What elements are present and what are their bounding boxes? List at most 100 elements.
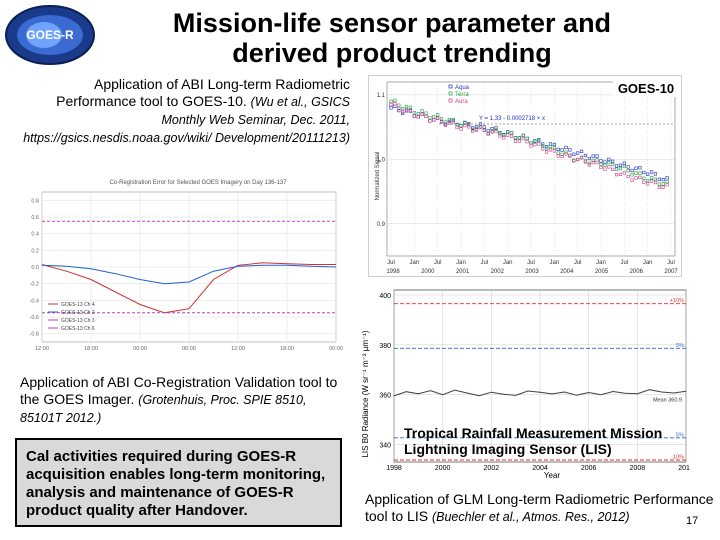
- goes10-legend-label: Aura: [455, 99, 468, 105]
- goes10-point: [576, 151, 580, 155]
- goes10-point: [459, 124, 463, 128]
- goes10-point: [634, 166, 638, 170]
- goes10-point: [595, 160, 599, 165]
- goes10-point: [634, 171, 638, 175]
- goes10-point: [455, 125, 459, 130]
- goes10-point: [552, 146, 556, 150]
- goes10-point: [389, 106, 393, 110]
- coreg-xtick-label: 06:00: [182, 346, 196, 352]
- lis-reference-label: -10%: [671, 455, 684, 461]
- goes10-point: [661, 178, 665, 182]
- goes10-point: [467, 125, 471, 129]
- goes10-point: [607, 161, 611, 165]
- goes10-year-label: 2000: [421, 269, 435, 275]
- goes10-point: [611, 159, 615, 163]
- goes10-point: [583, 153, 588, 158]
- goes10-point: [587, 156, 591, 161]
- goes10-point: [498, 132, 502, 136]
- goes10-point: [657, 182, 661, 186]
- goes10-point: [614, 167, 619, 171]
- goes10-point: [525, 136, 529, 141]
- coreg-xtick-label: 18:00: [84, 346, 98, 352]
- goes10-point: [560, 154, 564, 159]
- goes10-legend-swatch: [448, 91, 453, 96]
- abi-coreg-text: Application of ABI Co-Registration Valid…: [20, 374, 338, 407]
- goes10-point: [642, 170, 646, 175]
- goes10-point: [459, 127, 463, 131]
- fit-label: Y = 1.33 - 0.0002718 × x: [479, 116, 545, 122]
- goes10-point: [614, 164, 619, 168]
- coreg-series-line: [41, 262, 336, 314]
- glm-caption: Application of GLM Long-term Radiometric…: [365, 491, 715, 526]
- coregistration-error-plot: Co-Registration Error for Selected GOES …: [8, 150, 356, 360]
- goes10-point: [544, 147, 549, 151]
- goes10-point: [638, 171, 642, 175]
- goes10-point: [517, 136, 521, 140]
- goes10-point: [393, 98, 397, 102]
- goes10-point: [401, 111, 405, 115]
- goes10-point: [556, 154, 560, 158]
- goes10-point: [572, 159, 576, 163]
- title-line-1: Mission-life sensor parameter and: [172, 8, 612, 38]
- goes10-point: [657, 185, 661, 189]
- goes10-label-bg: [613, 79, 679, 97]
- goes10-point: [439, 120, 444, 124]
- goes10-point: [649, 176, 654, 180]
- goes10-point: [424, 114, 428, 119]
- goes10-point: [509, 131, 514, 135]
- goes10-point: [502, 136, 506, 140]
- lis-ytick-label: 340: [379, 443, 391, 450]
- goes10-legend-swatch: [448, 84, 453, 89]
- glm-text: Application of GLM Long-term Radiometric…: [365, 491, 714, 524]
- goes10-point: [661, 185, 665, 189]
- coreg-xtick-label: 00:00: [133, 346, 147, 352]
- coreg-xtick-label: 00:00: [329, 346, 343, 352]
- goes10-legend-swatch: [448, 98, 453, 103]
- goes10-point: [634, 176, 638, 180]
- goes10-point: [646, 172, 650, 176]
- goes10-point: [397, 103, 401, 107]
- goes10-year-label: 2002: [491, 269, 505, 275]
- lis-xtick-label: 1998: [386, 465, 402, 472]
- goes10-point: [401, 110, 405, 114]
- lis-xtick-label: 2004: [532, 465, 548, 472]
- goes10-point: [630, 178, 634, 182]
- goes10-xtick-label: Jul: [620, 260, 628, 266]
- goes10-point: [506, 133, 510, 137]
- goes10-point: [595, 154, 599, 158]
- coreg-legend-label: GOES-13 Ch 3: [61, 318, 95, 324]
- goes10-point: [544, 145, 549, 149]
- goes10-point: [537, 142, 541, 146]
- goes10-legend-label: Aqua: [455, 85, 470, 91]
- goes10-point: [482, 125, 486, 129]
- goes10-point: [560, 148, 564, 152]
- coreg-ytick-label: 0.2: [31, 248, 39, 254]
- goes10-point: [622, 164, 626, 169]
- lis-ytick-label: 360: [379, 393, 391, 400]
- goes10-point: [630, 173, 634, 177]
- goes10-point: [618, 166, 623, 171]
- goes10-point: [494, 129, 498, 133]
- goes10-point: [603, 167, 607, 171]
- coreg-title: Co-Registration Error for Selected GOES …: [109, 180, 287, 186]
- goes10-point: [591, 160, 595, 165]
- lis-reference-label: +10%: [670, 298, 684, 304]
- abi-radiometric-text: Application of ABI Long-term Radiometric…: [56, 76, 350, 109]
- goes10-point: [533, 143, 537, 147]
- goes10-point: [599, 162, 603, 166]
- cal-activities-box: Cal activities required during GOES-R ac…: [15, 438, 342, 527]
- coreg-ytick-label: 0.8: [31, 198, 39, 204]
- goes10-point: [638, 166, 642, 170]
- lis-xtick-label: 2000: [435, 465, 451, 472]
- goes10-xtick-label: Jul: [387, 260, 395, 266]
- goes10-point: [626, 169, 630, 173]
- goes10-point: [521, 133, 525, 138]
- goes-r-logo: GOES-R: [5, 5, 95, 65]
- goes10-point: [393, 102, 397, 106]
- goes10-point: [389, 102, 393, 107]
- goes10-xtick-label: Jan: [643, 260, 653, 266]
- goes10-point: [443, 123, 448, 127]
- goes10-point: [389, 99, 393, 103]
- goes10-point: [529, 140, 533, 145]
- goes10-point: [404, 104, 409, 109]
